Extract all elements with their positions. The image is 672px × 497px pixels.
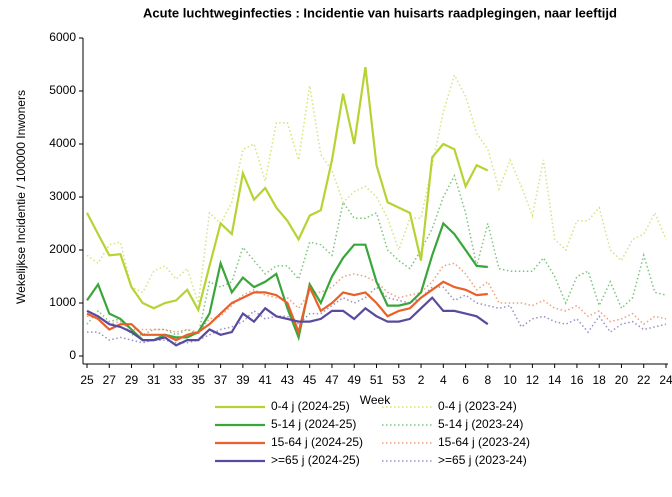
y-tick-label: 6000 xyxy=(49,30,76,44)
legend-label: 5-14 j (2024-25) xyxy=(271,417,356,431)
legend-label: 0-4 j (2023-24) xyxy=(438,399,517,413)
legend-label: >=65 j (2023-24) xyxy=(438,453,527,467)
y-axis-label: Wekelijkse Incidentie / 100000 Inwoners xyxy=(14,90,28,304)
series-line xyxy=(86,296,489,347)
x-tick-label: 22 xyxy=(637,373,651,387)
x-tick-label: 49 xyxy=(348,373,362,387)
x-axis-label: Week xyxy=(360,393,391,407)
y-tick-label: 3000 xyxy=(49,189,76,203)
x-tick-label: 31 xyxy=(147,373,161,387)
series-line xyxy=(86,66,489,313)
x-tick-label: 4 xyxy=(440,373,447,387)
x-tick-label: 29 xyxy=(125,373,139,387)
series-line xyxy=(86,73,667,304)
x-tick-label: 35 xyxy=(192,373,206,387)
x-tick-label: 10 xyxy=(503,373,517,387)
x-tick-label: 12 xyxy=(526,373,540,387)
y-tick-label: 2000 xyxy=(49,242,76,256)
series-line xyxy=(87,262,667,333)
x-tick-label: 2 xyxy=(418,373,425,387)
series-line xyxy=(86,280,488,342)
legend-label: 5-14 j (2023-24) xyxy=(438,417,523,431)
y-tick-label: 1000 xyxy=(49,295,76,309)
x-tick-label: 43 xyxy=(281,373,295,387)
x-tick-label: 51 xyxy=(370,373,384,387)
legend-label: >=65 j (2024-25) xyxy=(271,453,360,467)
x-tick-label: 14 xyxy=(548,373,562,387)
chart-title: Acute luchtweginfecties : Incidentie van… xyxy=(143,5,617,20)
x-tick-label: 39 xyxy=(236,373,250,387)
legend-label: 15-64 j (2024-25) xyxy=(271,435,363,449)
y-tick-label: 4000 xyxy=(49,136,76,150)
x-tick-label: 27 xyxy=(103,373,117,387)
y-tick-label: 5000 xyxy=(49,83,76,97)
series-line xyxy=(86,221,488,342)
x-tick-label: 33 xyxy=(169,373,183,387)
x-tick-label: 37 xyxy=(214,373,228,387)
x-tick-label: 16 xyxy=(570,373,584,387)
x-tick-label: 20 xyxy=(615,373,629,387)
x-tick-label: 41 xyxy=(258,373,272,387)
legend-label: 0-4 j (2024-25) xyxy=(271,399,350,413)
y-tick-label: 0 xyxy=(69,348,76,362)
series-line xyxy=(86,173,667,336)
x-tick-label: 25 xyxy=(80,373,94,387)
x-tick-label: 18 xyxy=(593,373,607,387)
legend-label: 15-64 j (2023-24) xyxy=(438,435,530,449)
x-tick-label: 6 xyxy=(462,373,469,387)
x-tick-label: 47 xyxy=(325,373,339,387)
x-tick-label: 53 xyxy=(392,373,406,387)
x-tick-label: 8 xyxy=(485,373,492,387)
x-tick-label: 24 xyxy=(659,373,672,387)
x-tick-label: 45 xyxy=(303,373,317,387)
